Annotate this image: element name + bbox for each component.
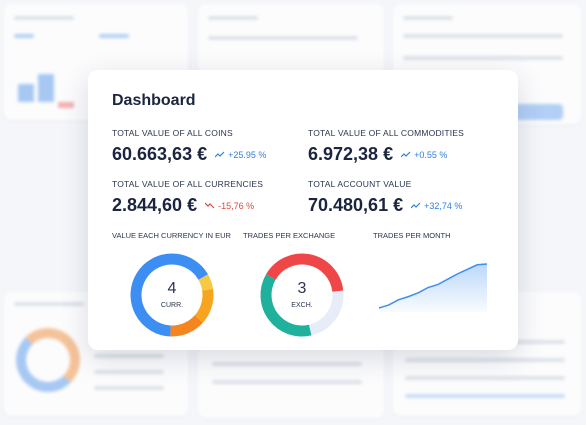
stat-label: TOTAL ACCOUNT VALUE bbox=[308, 179, 412, 189]
stat-row: 2.844,60 € -15,76 % bbox=[112, 195, 263, 216]
bg-panel bbox=[198, 4, 384, 74]
chart-title: VALUE EACH CURRENCY IN EUR bbox=[112, 231, 231, 240]
bg-panel bbox=[198, 346, 384, 418]
stat-change-text: -15,76 % bbox=[218, 200, 255, 211]
trend-arrow bbox=[401, 151, 411, 158]
donut-center-label: CURR. bbox=[161, 302, 183, 309]
stat: TOTAL ACCOUNT VALUE 70.480,61 € +32,74 % bbox=[308, 179, 462, 216]
donut-segment bbox=[260, 274, 312, 337]
stat-change: +25.95 % bbox=[215, 150, 266, 160]
donut-center-value: 3 bbox=[298, 280, 307, 297]
stat-row: 70.480,61 € +32,74 % bbox=[308, 195, 462, 216]
stat-label: TOTAL VALUE OF ALL CURRENCIES bbox=[112, 179, 264, 189]
stat-change-text: +0.55 % bbox=[414, 149, 448, 160]
stat-change-text: +32,74 % bbox=[424, 200, 463, 211]
donut-segment bbox=[266, 253, 344, 293]
donut-segment bbox=[170, 315, 203, 337]
trend-arrow bbox=[411, 202, 421, 209]
stat-value: 2.844,60 € bbox=[112, 195, 198, 215]
dashboard-card: Dashboard TOTAL VALUE OF ALL COINS 60.663… bbox=[88, 70, 518, 350]
trend-arrow bbox=[215, 151, 225, 158]
stat: TOTAL VALUE OF ALL COMMODITIES 6.972,38 €… bbox=[308, 128, 464, 165]
stat-change: +32,74 % bbox=[411, 201, 462, 211]
stat-value: 6.972,38 € bbox=[308, 144, 394, 164]
stat-row: 60.663,63 € +25.95 % bbox=[112, 144, 266, 165]
area-fill bbox=[379, 264, 487, 312]
area-line bbox=[378, 263, 488, 309]
trend-icon bbox=[411, 202, 421, 209]
stat-change: -15,76 % bbox=[205, 201, 254, 211]
stat-label: TOTAL VALUE OF ALL COINS bbox=[112, 128, 233, 138]
trend-icon bbox=[205, 202, 215, 209]
stat-label: TOTAL VALUE OF ALL COMMODITIES bbox=[308, 128, 465, 138]
chart: 4 CURR. bbox=[130, 253, 214, 337]
stat-value: 60.663,63 € bbox=[112, 144, 208, 164]
stat: TOTAL VALUE OF ALL CURRENCIES 2.844,60 € -… bbox=[112, 179, 263, 216]
stat-row: 6.972,38 € +0.55 % bbox=[308, 144, 464, 165]
chart: 3 EXCH. bbox=[260, 253, 344, 337]
donut-segment bbox=[194, 288, 214, 323]
donut-center-value: 4 bbox=[168, 280, 177, 297]
chart-title: TRADES PER MONTH bbox=[373, 231, 451, 240]
trend-arrow bbox=[205, 202, 215, 209]
card-title: Dashboard bbox=[112, 92, 196, 109]
stat-change: +0.55 % bbox=[401, 150, 447, 160]
chart bbox=[378, 263, 488, 312]
trend-icon bbox=[215, 151, 225, 158]
donut-segment bbox=[130, 253, 208, 337]
stat-value: 70.480,61 € bbox=[308, 195, 404, 215]
trend-icon bbox=[401, 151, 411, 158]
stat-change-text: +25.95 % bbox=[228, 149, 267, 160]
chart-title: TRADES PER EXCHANGE bbox=[243, 231, 336, 240]
donut-segment bbox=[308, 290, 344, 336]
donut-segment bbox=[198, 274, 214, 291]
stat: TOTAL VALUE OF ALL COINS 60.663,63 € +25.9… bbox=[112, 128, 266, 165]
donut-center-label: EXCH. bbox=[291, 302, 312, 309]
